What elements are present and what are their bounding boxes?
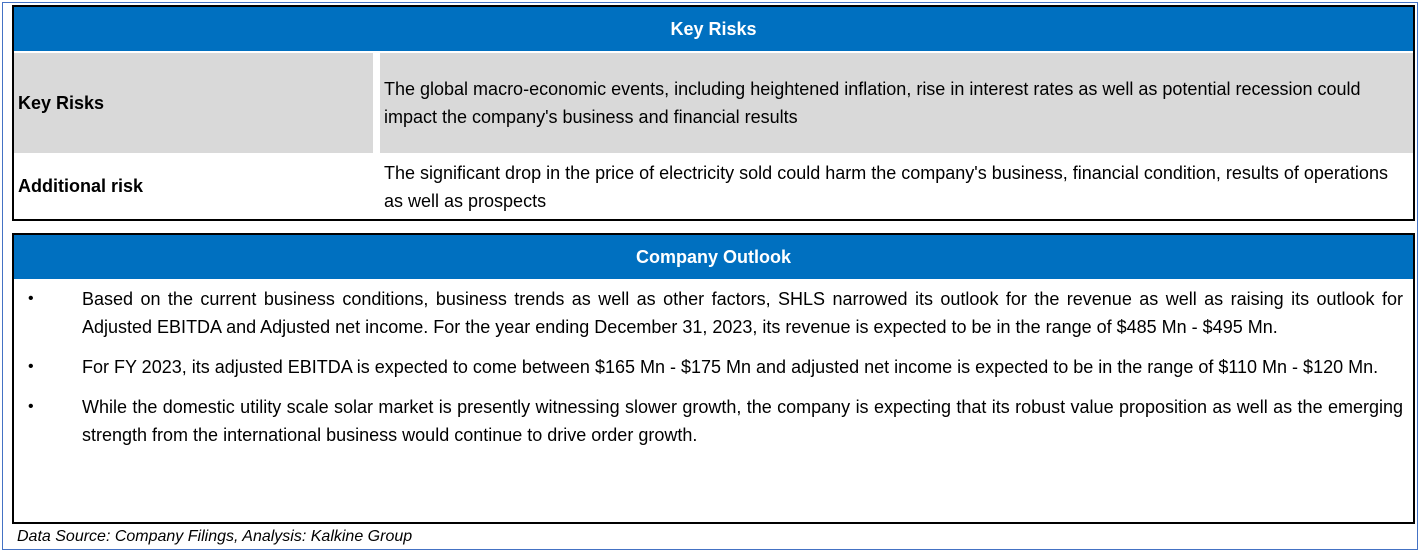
- row-label: Additional risk: [18, 175, 144, 196]
- list-item: • For FY 2023, its adjusted EBITDA is ex…: [14, 353, 1403, 381]
- table-row: Additional risk The significant drop in …: [14, 153, 1413, 219]
- bullet-icon: •: [28, 290, 34, 307]
- outlook-list: • Based on the current business conditio…: [14, 279, 1413, 449]
- row-text: The significant drop in the price of ele…: [384, 163, 1388, 211]
- company-outlook-table: Company Outlook • Based on the current b…: [12, 233, 1415, 524]
- list-item: • While the domestic utility scale solar…: [14, 393, 1403, 449]
- list-item-text: For FY 2023, its adjusted EBITDA is expe…: [82, 357, 1379, 377]
- list-item-text: Based on the current business conditions…: [82, 289, 1403, 337]
- bullet-icon: •: [28, 398, 34, 415]
- source-note: Data Source: Company Filings, Analysis: …: [17, 528, 413, 545]
- bullet-icon: •: [28, 358, 34, 375]
- company-outlook-header: Company Outlook: [14, 235, 1413, 279]
- list-item-text: While the domestic utility scale solar m…: [82, 397, 1403, 445]
- row-text: The global macro-economic events, includ…: [380, 53, 1413, 153]
- table-row: Key Risks The global macro-economic even…: [14, 53, 1413, 153]
- key-risks-table: Key Risks Key Risks The global macro-eco…: [12, 5, 1415, 221]
- key-risks-header: Key Risks: [14, 7, 1413, 51]
- list-item: • Based on the current business conditio…: [14, 285, 1403, 341]
- row-label: Key Risks: [14, 53, 373, 153]
